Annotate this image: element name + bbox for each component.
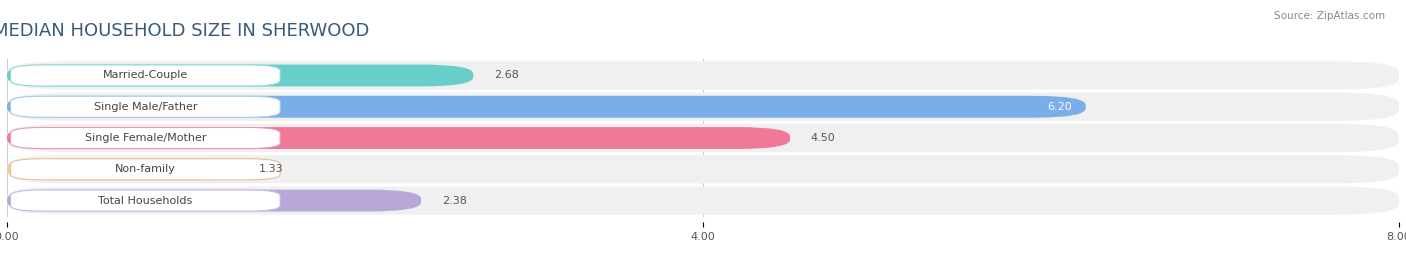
FancyBboxPatch shape [7, 93, 1399, 121]
FancyBboxPatch shape [10, 128, 280, 148]
FancyBboxPatch shape [7, 158, 239, 180]
Text: 2.38: 2.38 [441, 196, 467, 206]
FancyBboxPatch shape [7, 155, 1399, 183]
FancyBboxPatch shape [7, 127, 790, 149]
Text: 2.68: 2.68 [495, 70, 519, 80]
FancyBboxPatch shape [7, 124, 1399, 152]
Text: 6.20: 6.20 [1047, 102, 1071, 112]
FancyBboxPatch shape [7, 61, 1399, 90]
FancyBboxPatch shape [10, 65, 280, 86]
FancyBboxPatch shape [7, 65, 474, 86]
Text: Married-Couple: Married-Couple [103, 70, 188, 80]
FancyBboxPatch shape [10, 96, 280, 117]
FancyBboxPatch shape [7, 96, 1085, 118]
Text: MEDIAN HOUSEHOLD SIZE IN SHERWOOD: MEDIAN HOUSEHOLD SIZE IN SHERWOOD [0, 22, 370, 40]
FancyBboxPatch shape [7, 190, 422, 211]
FancyBboxPatch shape [10, 159, 280, 180]
Text: 4.50: 4.50 [811, 133, 835, 143]
Text: Non-family: Non-family [115, 164, 176, 174]
Text: Single Male/Father: Single Male/Father [94, 102, 197, 112]
Text: Single Female/Mother: Single Female/Mother [84, 133, 207, 143]
FancyBboxPatch shape [7, 187, 1399, 215]
Text: Total Households: Total Households [98, 196, 193, 206]
Text: Source: ZipAtlas.com: Source: ZipAtlas.com [1274, 11, 1385, 21]
Text: 1.33: 1.33 [259, 164, 284, 174]
FancyBboxPatch shape [10, 190, 280, 211]
